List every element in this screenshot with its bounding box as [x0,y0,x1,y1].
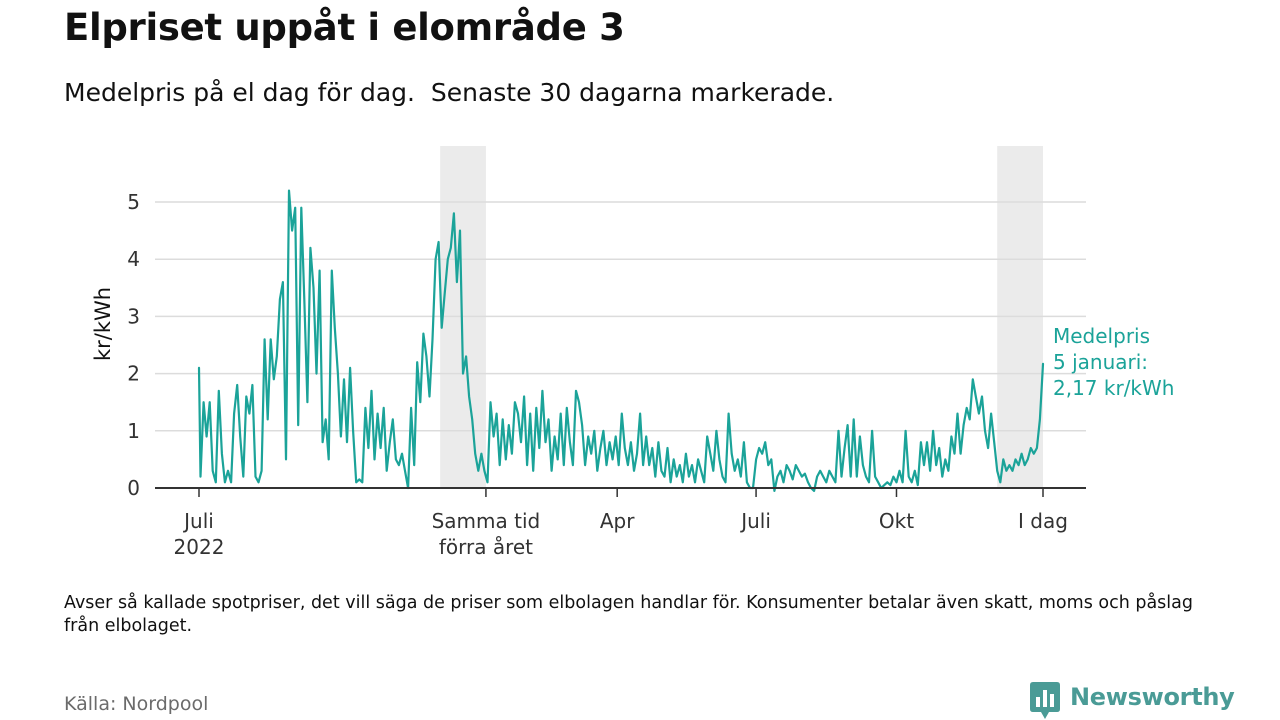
bar-chart-icon [1030,682,1060,719]
y-tick-label-5: 5 [127,190,140,214]
price-series [197,189,1045,492]
annotation-line-1: Medelpris [1053,324,1150,348]
series-line-1 [197,189,1045,492]
y-tick-labels: 0 1 2 3 4 5 [127,190,140,500]
x-tick-label-6: I dag [1018,509,1068,533]
newsworthy-logo: Newsworthy [1030,682,1235,720]
x-tick-sublabel-2: förra året [439,535,533,559]
x-tick-label-1: Juli [182,509,214,533]
y-tick-label-0: 0 [127,476,140,500]
source-credit: Källa: Nordpool [64,693,209,715]
annotation-line-3: 2,17 kr/kWh [1053,376,1174,400]
x-tick-label-5: Okt [879,509,914,533]
y-tick-label-3: 3 [127,304,140,328]
y-tick-label-2: 2 [127,362,140,386]
x-tick-sublabel-1: 2022 [174,535,225,559]
x-tick-label-4: Juli [739,509,771,533]
x-tick-label-2: Samma tid [432,509,541,533]
brand-name: Newsworthy [1070,683,1235,711]
chart-subtitle: Medelpris på el dag för dag. Senaste 30 … [64,78,835,107]
y-axis-label: kr/kWh [91,287,115,361]
x-tick-label-3: Apr [600,509,635,533]
y-tick-label-4: 4 [127,247,140,271]
footnote: Avser så kallade spotpriser, det vill sä… [64,593,1193,636]
y-tick-label-1: 1 [127,419,140,443]
chart-title: Elpriset uppåt i elområde 3 [64,6,625,49]
annotation-line-2: 5 januari: [1053,350,1148,374]
